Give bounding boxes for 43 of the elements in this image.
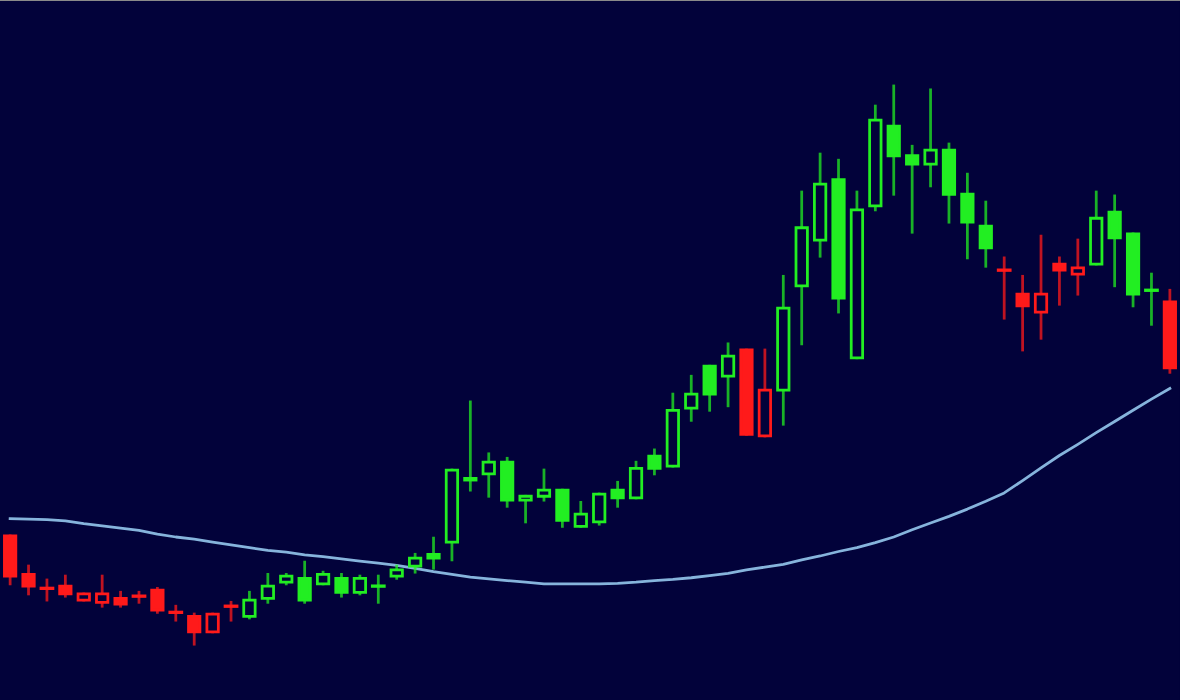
candlestick	[647, 448, 662, 476]
candlestick	[168, 604, 184, 622]
candlestick	[21, 564, 36, 596]
candlestick	[426, 536, 441, 570]
candlestick	[58, 574, 73, 598]
candlestick	[1015, 274, 1030, 352]
candlestick	[720, 342, 736, 408]
candlestick	[260, 573, 275, 604]
candlestick	[684, 374, 699, 422]
candlestick	[242, 590, 257, 620]
candlestick	[3, 534, 18, 586]
candlestick	[905, 144, 920, 234]
candlestick	[1052, 256, 1067, 306]
candlestick	[1089, 190, 1104, 266]
candlestick	[555, 488, 570, 528]
candlestick	[150, 586, 165, 614]
candlestick	[573, 501, 588, 528]
candlestick	[39, 578, 55, 602]
candlestick	[757, 348, 772, 438]
candlestick	[518, 494, 533, 524]
candlestick	[628, 460, 644, 500]
candlestick	[536, 468, 552, 502]
candlestick	[1033, 234, 1049, 340]
candlestick	[334, 573, 349, 598]
candlestick	[187, 612, 202, 646]
candlestick	[1144, 272, 1159, 326]
candlestick	[592, 492, 607, 526]
candlestick	[463, 400, 478, 492]
candlestick	[297, 560, 312, 604]
candlestick	[923, 88, 938, 188]
candlestick	[886, 84, 901, 196]
candlestick	[702, 364, 717, 412]
candlestick	[95, 574, 110, 608]
candlestick	[960, 172, 975, 260]
candlestick	[370, 574, 386, 604]
candlestick	[500, 456, 515, 508]
candlestick	[996, 256, 1012, 320]
candlestick	[1107, 194, 1122, 288]
candlestick	[941, 142, 957, 224]
candlestick	[481, 452, 496, 498]
candlestick	[610, 480, 625, 508]
candlestick	[1070, 238, 1085, 296]
candlestick	[978, 200, 993, 268]
